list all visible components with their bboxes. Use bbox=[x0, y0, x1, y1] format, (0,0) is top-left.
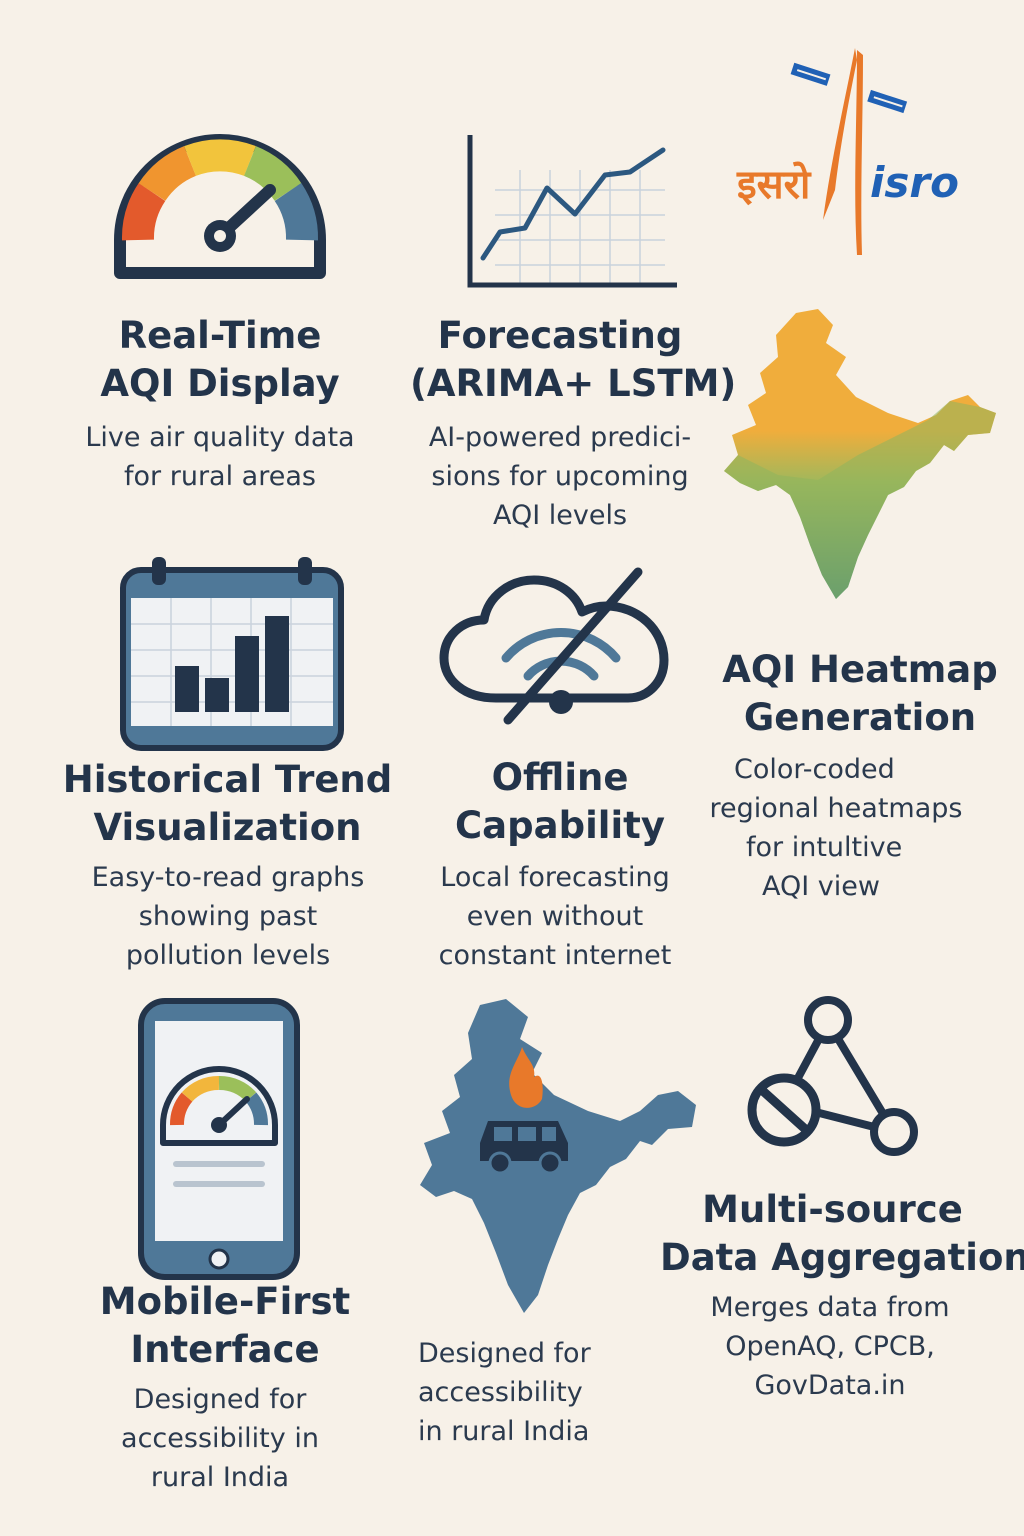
multisource-desc-line-2: OpenAQ, CPCB, bbox=[725, 1331, 935, 1362]
forecast-desc-line-1: AI-powered predici- bbox=[428, 422, 692, 453]
heatmap-desc-line-2: regional heatmaps bbox=[709, 793, 963, 824]
offline-desc-line-2: even without bbox=[466, 901, 644, 932]
realtime-title-line-2: AQI Display bbox=[100, 362, 340, 405]
offline-title-line-2: Capability bbox=[455, 804, 665, 847]
rural-desc-line-2: accessibility bbox=[418, 1377, 583, 1408]
smartphone-gauge-icon bbox=[138, 998, 300, 1280]
calendar-bar-chart-icon bbox=[120, 557, 344, 751]
rural-description: Designed for accessibility in rural Indi… bbox=[418, 1334, 618, 1451]
mobile-title-line-2: Interface bbox=[130, 1328, 320, 1371]
offline-title: Offline Capability bbox=[405, 754, 715, 850]
network-nodes-icon bbox=[747, 996, 918, 1156]
forecast-title: Forecasting (ARIMA+ LSTM) bbox=[410, 312, 737, 408]
heatmap-description: Color-coded regional heatmaps for intult… bbox=[690, 750, 982, 906]
india-pollution-map-icon bbox=[420, 999, 696, 1313]
heatmap-title-line-1: AQI Heatmap bbox=[722, 648, 998, 691]
offline-desc-line-1: Local forecasting bbox=[440, 862, 670, 893]
mobile-description: Designed for accessibility in rural Indi… bbox=[75, 1380, 365, 1497]
historical-title: Historical Trend Visualization bbox=[55, 756, 400, 852]
mobile-desc-line-3: rural India bbox=[150, 1462, 290, 1493]
isro-logo bbox=[790, 48, 908, 255]
rural-desc-line-3: in rural India bbox=[418, 1416, 590, 1447]
offline-title-line-1: Offline bbox=[491, 756, 629, 799]
realtime-desc-line-1: Live air quality data bbox=[85, 422, 355, 453]
cloud-offline-icon bbox=[439, 567, 669, 725]
forecast-title-line-1: Forecasting bbox=[437, 314, 683, 357]
isro-hindi-text: इसरो bbox=[737, 162, 811, 208]
forecast-desc-line-2: sions for upcoming bbox=[431, 461, 689, 492]
forecast-desc-line-3: AQI levels bbox=[492, 500, 628, 531]
isro-english-text: isro bbox=[870, 158, 959, 207]
multisource-title-line-1: Multi-source bbox=[702, 1188, 963, 1231]
offline-description: Local forecasting even without constant … bbox=[400, 858, 710, 975]
heatmap-title: AQI Heatmap Generation bbox=[710, 646, 1010, 742]
historical-description: Easy-to-read graphs showing past polluti… bbox=[70, 858, 386, 975]
heatmap-desc-line-4: AQI view bbox=[762, 871, 880, 902]
historical-desc-line-1: Easy-to-read graphs bbox=[91, 862, 365, 893]
mobile-desc-line-2: accessibility in bbox=[121, 1423, 319, 1454]
rural-desc-line-1: Designed for bbox=[418, 1338, 591, 1369]
forecast-title-line-2: (ARIMA+ LSTM) bbox=[410, 362, 737, 405]
mobile-title-line-1: Mobile-First bbox=[99, 1280, 351, 1323]
realtime-desc-line-2: for rural areas bbox=[124, 461, 316, 492]
heatmap-title-line-2: Generation bbox=[743, 696, 977, 739]
speedometer-icon bbox=[114, 134, 326, 279]
heatmap-desc-line-1: Color-coded bbox=[734, 754, 895, 785]
forecast-description: AI-powered predici- sions for upcoming A… bbox=[405, 418, 715, 535]
mobile-desc-line-1: Designed for bbox=[133, 1384, 307, 1415]
historical-title-line-2: Visualization bbox=[93, 806, 362, 849]
offline-desc-line-3: constant internet bbox=[438, 940, 672, 971]
realtime-title-line-1: Real-Time bbox=[118, 314, 322, 357]
realtime-description: Live air quality data for rural areas bbox=[60, 418, 380, 496]
multisource-description: Merges data from OpenAQ, CPCB, GovData.i… bbox=[680, 1288, 980, 1405]
multisource-desc-line-3: GovData.in bbox=[754, 1370, 906, 1401]
historical-desc-line-2: showing past bbox=[138, 901, 318, 932]
historical-title-line-1: Historical Trend bbox=[62, 758, 393, 801]
india-heatmap-icon bbox=[724, 309, 996, 599]
multisource-title: Multi-source Data Aggregation bbox=[660, 1186, 1024, 1282]
van-icon bbox=[480, 1121, 568, 1175]
multisource-desc-line-1: Merges data from bbox=[710, 1292, 950, 1323]
multisource-title-line-2: Data Aggregation bbox=[660, 1236, 1024, 1279]
heatmap-desc-line-3: for intultive bbox=[746, 832, 903, 863]
historical-desc-line-3: pollution levels bbox=[125, 940, 331, 971]
realtime-title: Real-Time AQI Display bbox=[70, 312, 370, 408]
line-chart-icon bbox=[467, 135, 677, 288]
mobile-title: Mobile-First Interface bbox=[75, 1278, 375, 1374]
